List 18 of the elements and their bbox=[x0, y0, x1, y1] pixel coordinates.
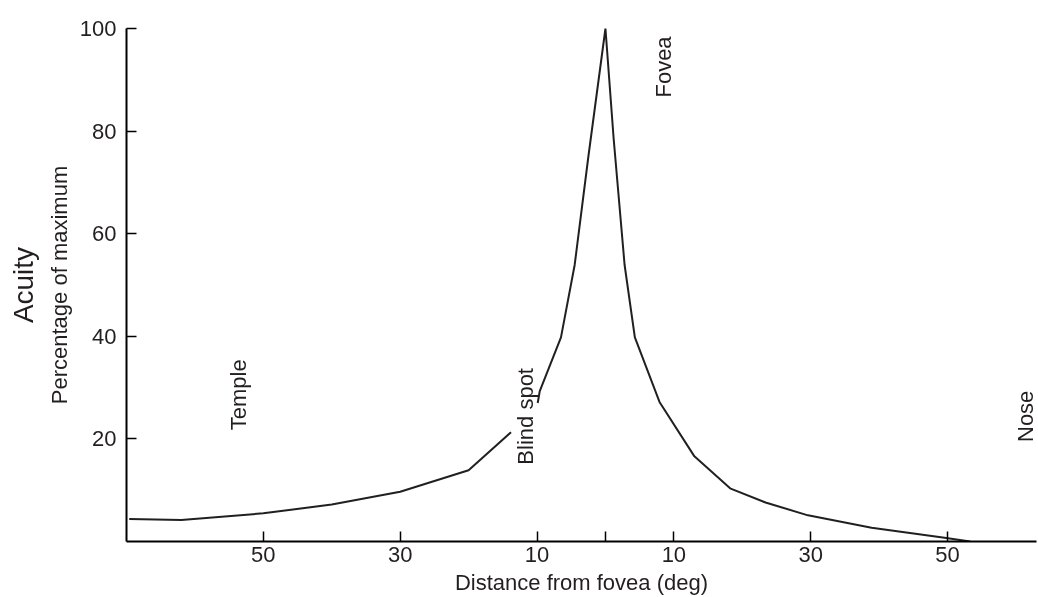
text: Acuity bbox=[7, 246, 39, 324]
x-tick-label: 50 bbox=[935, 541, 960, 567]
x-tick-label: 10 bbox=[661, 541, 687, 567]
x-tick-label: 30 bbox=[798, 541, 823, 567]
annotation: Blind spot bbox=[513, 368, 539, 465]
y-tick-label: 40 bbox=[92, 323, 117, 349]
annotation: Temple bbox=[225, 359, 251, 431]
x-tick-label: 10 bbox=[524, 541, 550, 567]
x-tick-label: 50 bbox=[251, 541, 276, 567]
x-axis-title: Distance from fovea (deg) bbox=[454, 569, 709, 595]
annotation: Nose bbox=[1013, 390, 1038, 443]
x-tick-label: 30 bbox=[387, 541, 413, 567]
y-tick-label: 60 bbox=[92, 221, 117, 247]
y-tick-label: 100 bbox=[79, 16, 117, 41]
annotation: Fovea bbox=[650, 35, 676, 98]
y-tick-label: 80 bbox=[92, 118, 117, 144]
y-tick-label: 20 bbox=[92, 426, 117, 452]
y-axis-title: Percentage of maximum bbox=[46, 165, 72, 405]
